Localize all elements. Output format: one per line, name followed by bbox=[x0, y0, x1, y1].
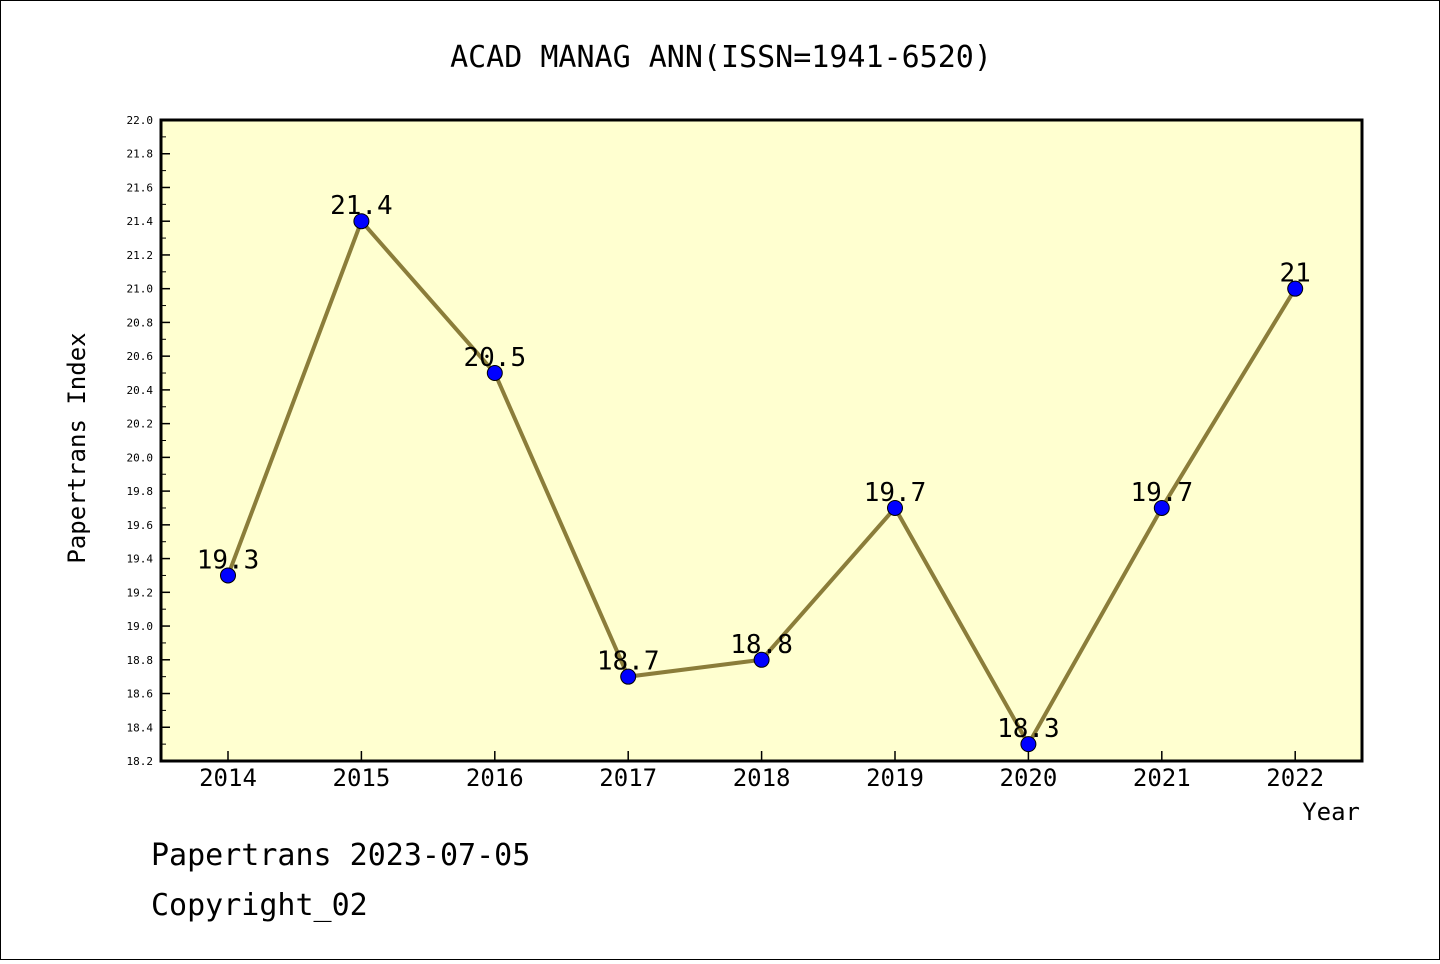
y-tick-label: 19.2 bbox=[127, 586, 154, 599]
data-label: 19.7 bbox=[1130, 478, 1193, 508]
x-axis-title: Year bbox=[1302, 798, 1360, 826]
y-tick-label: 18.4 bbox=[127, 721, 154, 734]
data-label: 20.5 bbox=[463, 343, 526, 373]
y-axis-title: Papertrans Index bbox=[63, 332, 91, 563]
y-tick-label: 18.8 bbox=[127, 654, 154, 667]
data-point bbox=[1153, 499, 1170, 516]
y-tick-label: 21.8 bbox=[127, 148, 154, 161]
y-tick-label: 21.4 bbox=[127, 215, 154, 228]
data-label-group: 19.3 21.4 20.5 18.7 18.8 19.7 18.3 19.7 21 bbox=[197, 191, 1311, 744]
x-tick-label: 2018 bbox=[733, 764, 791, 792]
data-label: 21.4 bbox=[330, 191, 393, 221]
y-tick-label: 19.0 bbox=[127, 620, 154, 633]
x-tick-label: 2014 bbox=[199, 764, 257, 792]
data-point bbox=[1287, 280, 1304, 297]
data-label: 19.3 bbox=[197, 545, 260, 575]
data-label: 18.7 bbox=[597, 647, 660, 677]
y-tick-label: 19.4 bbox=[127, 553, 154, 566]
y-tick-label: 22.0 bbox=[127, 114, 154, 127]
y-tick-label: 19.8 bbox=[127, 485, 154, 498]
y-tick-label: 19.6 bbox=[127, 519, 154, 532]
x-tick-label: 2022 bbox=[1266, 764, 1324, 792]
data-label: 21 bbox=[1280, 259, 1311, 289]
data-label: 18.3 bbox=[997, 714, 1060, 744]
data-point bbox=[1020, 736, 1037, 753]
data-point bbox=[620, 668, 637, 685]
y-tick-label: 18.6 bbox=[127, 688, 154, 701]
y-tick-label: 20.4 bbox=[127, 384, 154, 397]
x-tick-label: 2017 bbox=[599, 764, 657, 792]
y-tick-label: 18.2 bbox=[127, 755, 154, 768]
data-point bbox=[220, 567, 236, 584]
footer-date: Papertrans 2023-07-05 bbox=[151, 838, 530, 873]
x-tick-label: 2016 bbox=[466, 764, 524, 792]
x-tick-label: 2021 bbox=[1133, 764, 1191, 792]
chart-title: ACAD MANAG ANN(ISSN=1941-6520) bbox=[450, 40, 992, 75]
y-tick-label: 20.2 bbox=[127, 418, 154, 431]
y-tick-label: 20.6 bbox=[127, 350, 154, 363]
y-axis: 18.2 18.4 18.6 18.8 19.0 19.2 19.4 19.6 19.8 20.0… bbox=[127, 114, 170, 768]
data-point bbox=[353, 213, 370, 230]
y-tick-label: 21.2 bbox=[127, 249, 154, 262]
data-label: 18.8 bbox=[730, 630, 793, 660]
footer-copyright: Copyright_02 bbox=[151, 888, 368, 923]
series-line-group bbox=[220, 213, 1304, 753]
y-tick-label: 21.0 bbox=[127, 283, 154, 296]
x-tick-label: 2020 bbox=[1000, 764, 1058, 792]
x-tick-label: 2019 bbox=[866, 764, 924, 792]
x-axis: 2014 2015 2016 2017 2018 2019 2020 2021 2022 bbox=[199, 751, 1324, 792]
y-tick-label: 20.0 bbox=[127, 451, 154, 464]
y-tick-label: 21.6 bbox=[127, 181, 154, 194]
data-point bbox=[486, 365, 503, 382]
data-point bbox=[753, 651, 770, 668]
data-label: 19.7 bbox=[864, 478, 927, 508]
y-tick-label: 20.8 bbox=[127, 316, 154, 329]
x-tick-label: 2015 bbox=[333, 764, 391, 792]
data-point bbox=[887, 499, 903, 516]
